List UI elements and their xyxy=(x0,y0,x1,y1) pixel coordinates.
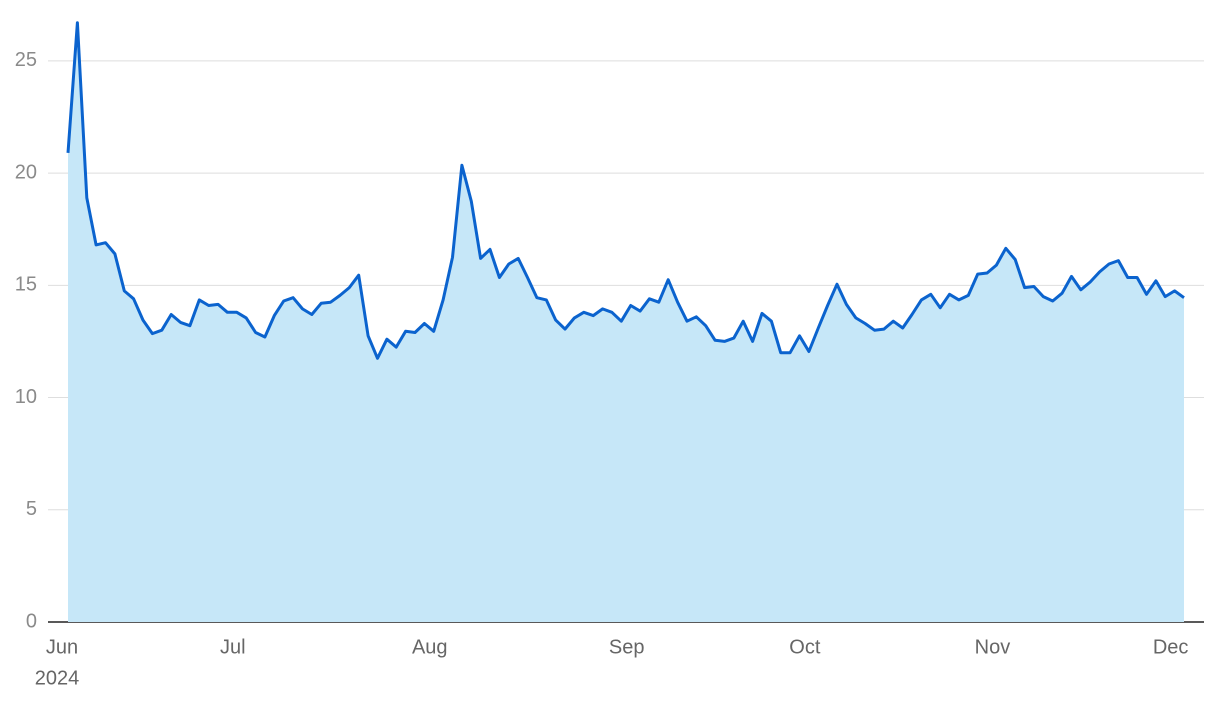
y-tick-label: 20 xyxy=(15,161,37,183)
x-year-label: 2024 xyxy=(35,667,80,689)
x-tick-label: Oct xyxy=(789,636,821,658)
y-tick-label: 25 xyxy=(15,49,37,71)
y-tick-label: 15 xyxy=(15,274,37,296)
x-tick-label: Jun xyxy=(46,636,78,658)
y-tick-label: 10 xyxy=(15,386,37,408)
x-tick-label: Sep xyxy=(609,636,645,658)
labels: 0 5 10 15 20 25 Jun 2024 Jul Aug Sep Oct Nov Dec xyxy=(15,49,1189,689)
x-tick-label: Dec xyxy=(1153,636,1189,658)
y-tick-label: 5 xyxy=(26,498,37,520)
y-tick-label: 0 xyxy=(26,610,37,632)
x-tick-label: Nov xyxy=(975,636,1011,658)
line xyxy=(66,21,1185,360)
marks xyxy=(66,21,1185,622)
area-fill xyxy=(68,22,1184,622)
x-tick-label: Aug xyxy=(412,636,448,658)
x-tick-label: Jul xyxy=(220,636,246,658)
